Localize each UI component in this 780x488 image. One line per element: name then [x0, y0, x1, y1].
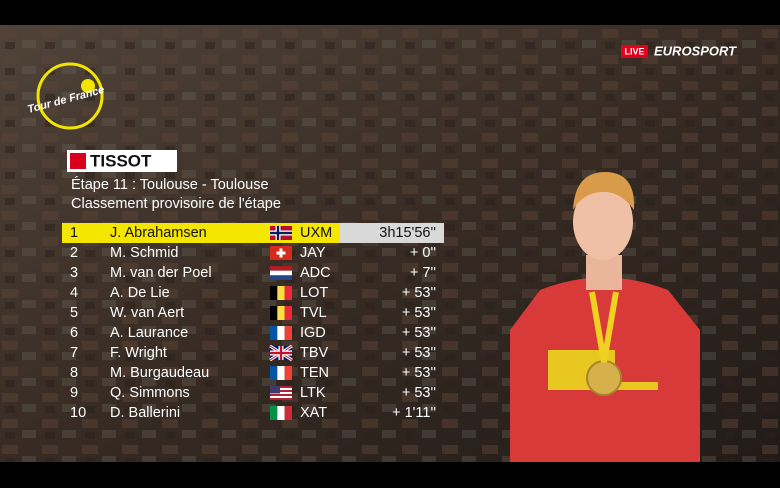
team-code: XAT: [300, 405, 327, 421]
rider-neck: [586, 255, 622, 290]
flag-stripe: [270, 275, 292, 280]
team-code: LOT: [300, 285, 328, 301]
time-gap: + 53'': [402, 305, 436, 321]
rider-name: F. Wright: [110, 345, 167, 361]
team-code: ADC: [300, 265, 331, 281]
rank: 8: [70, 365, 78, 381]
time-gap: + 53'': [402, 365, 436, 381]
team-code: LTK: [300, 385, 326, 401]
flag-cross: [270, 351, 292, 355]
team-code: TBV: [300, 345, 329, 361]
flag-stripe: [270, 398, 292, 400]
team-code: IGD: [300, 325, 326, 341]
flag-stripe: [270, 392, 292, 394]
rank: 4: [70, 285, 78, 301]
team-code: TEN: [300, 365, 329, 381]
rider-name: D. Ballerini: [110, 405, 180, 421]
logo-ring: [36, 62, 104, 130]
time-gap: + 53'': [402, 285, 436, 301]
logo-sun: [81, 79, 95, 93]
flag-stripe: [277, 406, 285, 420]
flag-stripe: [270, 286, 278, 300]
flag-stripe: [270, 396, 292, 398]
time-gap: + 53'': [402, 385, 436, 401]
stage-title: Étape 11 : Toulouse - Toulouse: [71, 176, 269, 193]
rider-name: W. van Aert: [110, 305, 184, 321]
flag-stripe: [270, 386, 292, 388]
time-gap: + 53'': [402, 345, 436, 361]
rider-name: Q. Simmons: [110, 385, 190, 401]
flag-stripe: [277, 286, 285, 300]
flag-stripe: [270, 306, 278, 320]
flag-stripe: [270, 366, 278, 380]
time-gap: + 1'11'': [392, 405, 436, 421]
rider-name: M. van der Poel: [110, 265, 212, 281]
team-code: JAY: [300, 245, 326, 261]
flag-stripe: [284, 326, 292, 340]
time-gap: + 7'': [410, 265, 436, 281]
rider: [510, 172, 700, 462]
rider-medal: [586, 360, 622, 396]
leader-time-box: [340, 223, 444, 243]
rank: 7: [70, 345, 78, 361]
rank: 5: [70, 305, 78, 321]
team-code: TVL: [300, 305, 327, 321]
flag-stripe: [284, 286, 292, 300]
flag-stripe: [277, 306, 285, 320]
rider-name: J. Abrahamsen: [110, 225, 207, 241]
rider-head: [573, 184, 633, 260]
standings-table: 1 J. Abrahamsen UXM 3h15'56'' 2 M. Schmid JAY +…: [62, 223, 444, 421]
flag-stripe: [284, 306, 292, 320]
flag-cross: [270, 231, 292, 235]
time-gap: + 53'': [402, 325, 436, 341]
flag-stripe: [277, 326, 285, 340]
rider-name: M. Burgaudeau: [110, 365, 209, 381]
sponsor-name: TISSOT: [90, 151, 152, 170]
live-label: LIVE: [624, 46, 644, 56]
rank: 10: [70, 405, 86, 421]
sponsor-icon: [70, 153, 86, 169]
flag-stripe: [277, 366, 285, 380]
flag-stripe: [270, 390, 292, 392]
rank: 1: [70, 225, 78, 241]
channel-name: EUROSPORT: [654, 43, 737, 58]
rank: 3: [70, 265, 78, 281]
flag-stripe: [284, 366, 292, 380]
time-gap: + 0'': [410, 245, 436, 261]
rider-name: A. Laurance: [110, 325, 188, 341]
flag-canton: [270, 386, 280, 394]
rider-hair: [573, 172, 635, 210]
rank: 9: [70, 385, 78, 401]
rider-jersey-logo: [615, 342, 659, 382]
flag-stripe: [270, 270, 292, 276]
flag-stripe: [270, 266, 292, 271]
flag-stripe: [270, 394, 292, 396]
rider-name: A. De Lie: [110, 285, 170, 301]
rider-ribbon: [589, 291, 619, 363]
flag-cross: [276, 251, 286, 255]
time-gap: 3h15'56'': [379, 225, 436, 241]
flag-stripe: [270, 326, 278, 340]
flag-stripe: [284, 406, 292, 420]
flag-stripe: [270, 406, 278, 420]
rider-name: M. Schmid: [110, 245, 179, 261]
live-badge: [621, 45, 648, 58]
rank: 2: [70, 245, 78, 261]
rank: 6: [70, 325, 78, 341]
sponsor-box: [67, 150, 177, 172]
stage-subtitle: Classement provisoire de l'étape: [71, 196, 281, 212]
team-code: UXM: [300, 225, 332, 241]
flag-stripe: [270, 388, 292, 390]
